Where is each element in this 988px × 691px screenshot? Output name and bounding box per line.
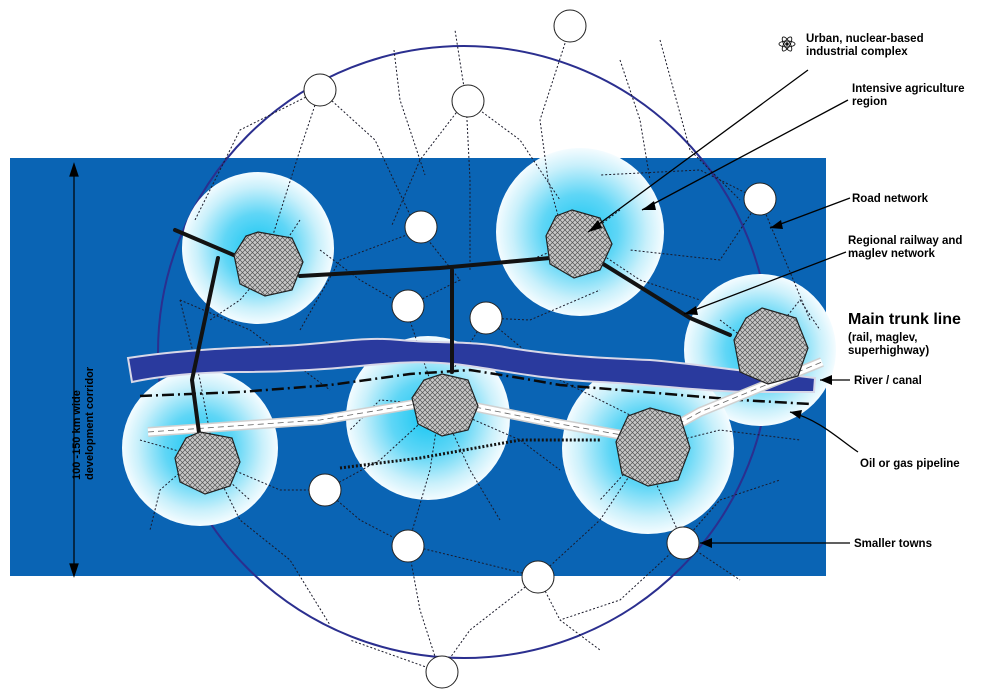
town bbox=[553, 9, 587, 43]
town bbox=[303, 73, 337, 107]
town bbox=[521, 560, 555, 594]
urban-complex bbox=[233, 231, 304, 297]
urban-complex bbox=[174, 431, 241, 495]
label-pipeline: Oil or gas pipeline bbox=[860, 458, 960, 470]
corridor-width-arrow bbox=[69, 162, 79, 578]
label-urban-complex: Urban, nuclear-based industrial complex bbox=[806, 33, 927, 58]
town bbox=[469, 301, 503, 335]
leader-arrowheads bbox=[588, 201, 832, 548]
urban-complex bbox=[733, 307, 809, 385]
label-agriculture: Intensive agriculture region bbox=[852, 83, 968, 108]
smaller-towns bbox=[303, 9, 777, 689]
town bbox=[666, 526, 700, 560]
town bbox=[743, 182, 777, 216]
label-river-canal: River / canal bbox=[854, 375, 922, 387]
urban-complexes bbox=[174, 209, 809, 495]
label-road-network: Road network bbox=[852, 193, 929, 205]
town bbox=[391, 529, 425, 563]
pipeline bbox=[139, 368, 811, 406]
rail-branch-dotted bbox=[339, 438, 600, 470]
town bbox=[391, 289, 425, 323]
label-main-trunk-line: Main trunk line bbox=[848, 311, 961, 328]
label-railway: Regional railway and maglev network bbox=[848, 235, 966, 260]
leader-lines bbox=[587, 69, 859, 544]
river-canal bbox=[126, 337, 817, 393]
town bbox=[425, 655, 459, 689]
town bbox=[451, 84, 485, 118]
corridor-width-label: 100 -150 km wide development corridor bbox=[71, 366, 96, 480]
main-trunk-line bbox=[147, 357, 824, 446]
urban-complex bbox=[615, 407, 691, 487]
urban-complex bbox=[411, 373, 479, 437]
label-smaller-towns: Smaller towns bbox=[854, 538, 932, 550]
atom-icon bbox=[778, 36, 796, 52]
label-trunk-details: (rail, maglev, superhighway) bbox=[848, 332, 929, 357]
town bbox=[308, 473, 342, 507]
town bbox=[404, 210, 438, 244]
